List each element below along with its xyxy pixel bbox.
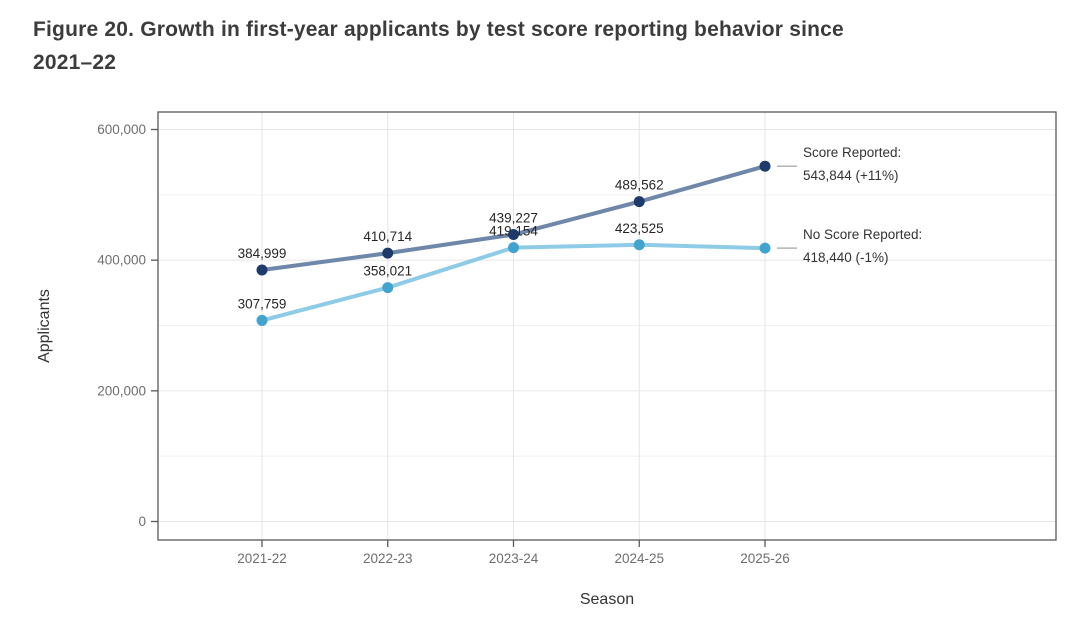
x-tick-label: 2024-25 bbox=[614, 551, 664, 566]
annotation-name: No Score Reported: bbox=[803, 227, 922, 242]
panel-border bbox=[157, 111, 1057, 541]
data-point-score-reported bbox=[759, 160, 771, 172]
x-axis-title: Season bbox=[580, 591, 634, 608]
data-point-no-score-reported bbox=[759, 242, 771, 254]
x-axis: 2021-22 2022-23 2023-24 2024-25 2025-26 bbox=[237, 540, 790, 566]
x-tick-label: 2022-23 bbox=[363, 551, 413, 566]
data-label-no-score-reported: 358,021 bbox=[363, 264, 412, 279]
annotation-value: 543,844 (+11%) bbox=[803, 168, 898, 183]
y-tick-label: 200,000 bbox=[97, 383, 146, 398]
annotation-name: Score Reported: bbox=[803, 145, 901, 160]
y-axis-title: Applicants bbox=[36, 289, 53, 363]
data-label-score-reported: 384,999 bbox=[238, 246, 287, 261]
annotation-score-reported: Score Reported: 543,844 (+11%) bbox=[777, 145, 901, 183]
data-label-no-score-reported: 423,525 bbox=[615, 221, 664, 236]
annotation-no-score-reported: No Score Reported: 418,440 (-1%) bbox=[777, 227, 922, 265]
figure-title-line2: 2021–22 bbox=[33, 51, 117, 74]
figure-title: Figure 20. Growth in first-year applican… bbox=[33, 13, 1053, 79]
y-tick-label: 0 bbox=[138, 514, 146, 529]
data-point-no-score-reported bbox=[508, 242, 519, 254]
data-point-no-score-reported bbox=[633, 239, 645, 251]
x-tick-label: 2021-22 bbox=[237, 551, 287, 566]
data-point-score-reported bbox=[382, 247, 394, 259]
data-label-no-score-reported: 307,759 bbox=[238, 296, 287, 311]
figure-title-line1: Figure 20. Growth in first-year applican… bbox=[33, 18, 844, 41]
y-axis: 0 200,000 400,000 600,000 bbox=[97, 122, 158, 529]
data-label-score-reported: 439,227 bbox=[489, 211, 538, 226]
data-point-no-score-reported bbox=[382, 282, 394, 294]
x-tick-label: 2023-24 bbox=[489, 551, 539, 566]
data-point-score-reported bbox=[633, 196, 645, 208]
data-point-score-reported bbox=[256, 264, 268, 276]
data-point-score-reported bbox=[508, 229, 519, 241]
data-label-score-reported: 410,714 bbox=[363, 229, 412, 244]
data-label-score-reported: 489,562 bbox=[615, 178, 664, 193]
x-tick-label: 2025-26 bbox=[740, 551, 790, 566]
gridlines bbox=[158, 112, 1056, 540]
annotation-value: 418,440 (-1%) bbox=[803, 250, 889, 265]
y-tick-label: 400,000 bbox=[97, 253, 146, 268]
y-tick-label: 600,000 bbox=[97, 122, 146, 137]
data-point-no-score-reported bbox=[256, 314, 268, 326]
